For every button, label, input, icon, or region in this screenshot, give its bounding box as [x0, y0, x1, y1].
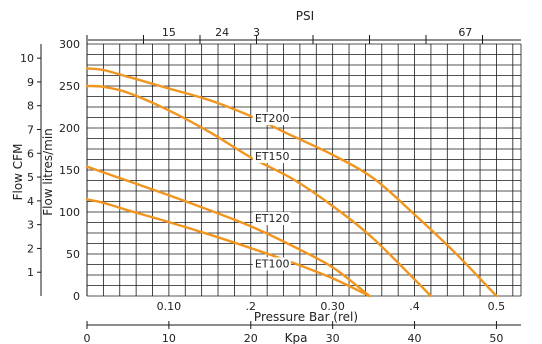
- cfm-tick-label: 1: [27, 266, 34, 279]
- litres-tick-label: 100: [59, 206, 80, 219]
- kpa-tick-label: 50: [489, 332, 503, 344]
- litres-tick-label: 200: [59, 122, 80, 135]
- cfm-axis-title: Flow CFM: [11, 144, 25, 201]
- bar-tick-label: 0.10: [157, 300, 182, 313]
- kpa-axis-title: Kpa: [285, 331, 308, 344]
- psi-tick-label: 67: [458, 26, 472, 39]
- chart-curves: [85, 67, 498, 298]
- litres-tick-label: 250: [59, 80, 80, 93]
- series-label-bg: [252, 212, 291, 226]
- series-label-bg: [252, 257, 291, 271]
- bar-axis-title: Pressure Bar (rel): [254, 310, 358, 324]
- series-line-et100: [85, 198, 371, 298]
- series-line-et200: [85, 67, 498, 298]
- chart-labels: 15 24 3 67050100150200250300123456789100.10…: [20, 26, 505, 344]
- kpa-tick-label: 30: [326, 332, 340, 344]
- cfm-tick-label: 10: [20, 52, 34, 65]
- kpa-tick-label: 0: [84, 332, 91, 344]
- chart-grid: [37, 35, 522, 329]
- cfm-tick-label: 7: [27, 123, 34, 136]
- psi-tick-label: 3: [253, 26, 260, 39]
- cfm-tick-label: 2: [27, 242, 34, 255]
- series-label-et120: ET120: [255, 212, 290, 225]
- cfm-tick-label: 3: [27, 219, 34, 232]
- series-label-et100: ET100: [255, 257, 290, 270]
- kpa-tick-label: 40: [408, 332, 422, 344]
- series-line-et120: [85, 165, 371, 298]
- cfm-tick-label: 5: [27, 171, 34, 184]
- cfm-tick-label: 4: [27, 195, 34, 208]
- bar-tick-label: 0.30: [320, 300, 345, 313]
- bar-tick-label: .2: [246, 300, 257, 313]
- psi-tick-label: 15: [162, 26, 176, 39]
- bar-tick-label: .4: [409, 300, 420, 313]
- litres-tick-label: 0: [73, 290, 80, 303]
- series-label-bg: [252, 149, 291, 163]
- litres-tick-label: 50: [66, 248, 80, 261]
- cfm-tick-label: 9: [27, 76, 34, 89]
- litres-axis-title: Flow litres/min: [41, 128, 55, 216]
- bar-tick-label: 0.5: [488, 300, 506, 313]
- series-label-et150: ET150: [255, 150, 290, 163]
- series-label-et200: ET200: [255, 112, 290, 125]
- kpa-tick-label: 20: [244, 332, 258, 344]
- cfm-tick-label: 8: [27, 100, 34, 113]
- cfm-tick-label: 6: [27, 147, 34, 160]
- litres-tick-label: 150: [59, 164, 80, 177]
- litres-tick-label: 300: [59, 38, 80, 51]
- series-label-bg: [252, 112, 291, 126]
- kpa-tick-label: 10: [162, 332, 176, 344]
- psi-tick-label: 24: [215, 26, 229, 39]
- psi-axis-title: PSI: [296, 9, 314, 23]
- series-line-et150: [85, 84, 433, 298]
